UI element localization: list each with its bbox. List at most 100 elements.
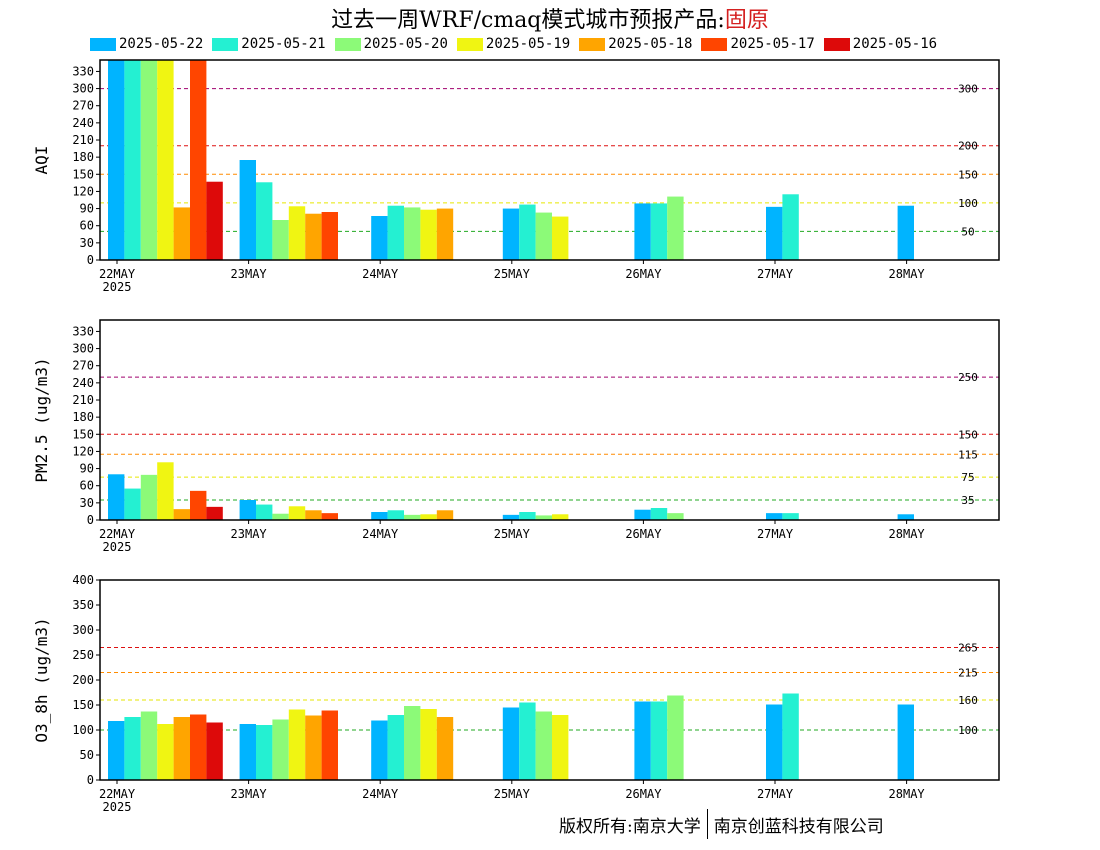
data-bar [206, 181, 223, 260]
x-tick-label: 26MAY [625, 527, 662, 541]
data-bar [502, 208, 520, 260]
x-tick-label: 23MAY [231, 527, 268, 541]
data-bar [766, 206, 783, 260]
data-bar [321, 212, 338, 260]
legend-swatch [823, 37, 850, 51]
threshold-label: 150 [958, 428, 978, 441]
data-bar [305, 715, 322, 780]
data-bar [108, 60, 125, 260]
threshold-label: 75 [961, 471, 974, 484]
y-tick-label: 250 [72, 648, 94, 662]
y-tick-label: 0 [87, 253, 94, 267]
data-bar [140, 474, 158, 520]
y-tick-label: 0 [87, 773, 94, 787]
y-tick-label: 50 [80, 748, 94, 762]
y-axis-label: AQI [32, 146, 51, 175]
threshold-label: 100 [958, 197, 978, 210]
x-tick-sublabel: 2025 [103, 540, 132, 554]
data-bar [272, 719, 289, 780]
y-tick-label: 350 [72, 598, 94, 612]
y-tick-label: 90 [80, 202, 94, 216]
footer-separator [706, 809, 708, 839]
legend: 2025-05-22 2025-05-21 2025-05-20 2025-05-19… [90, 35, 946, 53]
legend-item: 2025-05-22 [90, 35, 203, 53]
data-bar [256, 725, 273, 780]
threshold-label: 50 [961, 225, 974, 238]
x-tick-label: 28MAY [889, 267, 926, 281]
data-bar [190, 60, 207, 260]
legend-item: 2025-05-21 [212, 35, 326, 53]
data-bar [288, 709, 306, 780]
x-tick-label: 24MAY [362, 787, 399, 801]
x-tick-label: 28MAY [889, 527, 926, 541]
data-bar [140, 711, 158, 780]
legend-label: 2025-05-21 [241, 36, 326, 52]
data-bar [371, 512, 388, 520]
chart-title: 过去一周WRF/cmaq模式城市预报产品:固原 [0, 2, 1100, 34]
data-bar [667, 196, 684, 260]
data-bar [404, 706, 421, 780]
data-bar [897, 704, 914, 780]
data-bar [387, 715, 404, 780]
y-tick-label: 330 [72, 324, 94, 338]
chart-panel: 100 160 215 265 0 50 100 150 200 250 300 350 400 O3_8… [32, 573, 1000, 814]
data-bar [288, 506, 306, 520]
data-bar [766, 513, 783, 520]
data-bar [436, 510, 454, 520]
legend-item: 2025-05-19 [456, 35, 570, 53]
title-text: 过去一周WRF/cmaq模式城市预报产品: [331, 8, 725, 33]
y-tick-label: 90 [80, 462, 94, 476]
x-tick-sublabel: 2025 [103, 280, 132, 294]
y-tick-label: 100 [72, 723, 94, 737]
chart-panel: 35 75 115 150 250 0 30 60 90 120 150 180 210 240 270 30… [32, 319, 1000, 554]
data-bar [239, 500, 256, 520]
data-bar [321, 710, 338, 780]
data-bar [272, 220, 289, 260]
data-bar [404, 514, 421, 520]
data-bar [256, 182, 273, 260]
y-tick-label: 210 [72, 133, 94, 147]
data-bar [387, 510, 404, 520]
x-tick-label: 27MAY [757, 787, 794, 801]
legend-swatch [701, 37, 728, 51]
footer-left: 版权所有:南京大学 [559, 816, 701, 837]
legend-swatch [212, 37, 239, 51]
x-tick-label: 22MAY [99, 267, 136, 281]
data-bar [272, 513, 289, 520]
data-bar [420, 209, 437, 260]
data-bar [157, 462, 174, 520]
y-tick-label: 150 [72, 698, 94, 712]
y-tick-label: 150 [72, 427, 94, 441]
x-tick-label: 26MAY [625, 787, 662, 801]
y-tick-label: 150 [72, 167, 94, 181]
x-tick-label: 25MAY [494, 527, 531, 541]
y-tick-label: 330 [72, 64, 94, 78]
legend-swatch [456, 37, 483, 51]
data-bar [288, 206, 306, 260]
y-axis-label: O3_8h (ug/m3) [32, 617, 51, 742]
y-tick-label: 210 [72, 393, 94, 407]
y-tick-label: 240 [72, 116, 94, 130]
data-bar [552, 715, 569, 780]
data-bar [766, 704, 783, 780]
threshold-label: 200 [958, 140, 978, 153]
data-bar [519, 512, 536, 520]
y-axis-label: PM2.5 (ug/m3) [32, 357, 51, 482]
legend-swatch [334, 37, 361, 51]
legend-label: 2025-05-22 [119, 36, 204, 52]
data-bar [782, 194, 799, 260]
data-bar [108, 474, 125, 520]
legend-item: 2025-05-17 [701, 35, 815, 53]
x-tick-label: 27MAY [757, 527, 794, 541]
y-tick-label: 300 [72, 623, 94, 637]
plot-frame [99, 319, 1000, 521]
legend-swatch [90, 37, 116, 51]
y-tick-label: 240 [72, 376, 94, 390]
x-tick-label: 23MAY [231, 787, 268, 801]
data-bar [502, 514, 520, 520]
x-tick-label: 27MAY [757, 267, 794, 281]
data-bar [650, 508, 668, 520]
data-bar [140, 60, 158, 260]
data-bar [782, 513, 799, 520]
